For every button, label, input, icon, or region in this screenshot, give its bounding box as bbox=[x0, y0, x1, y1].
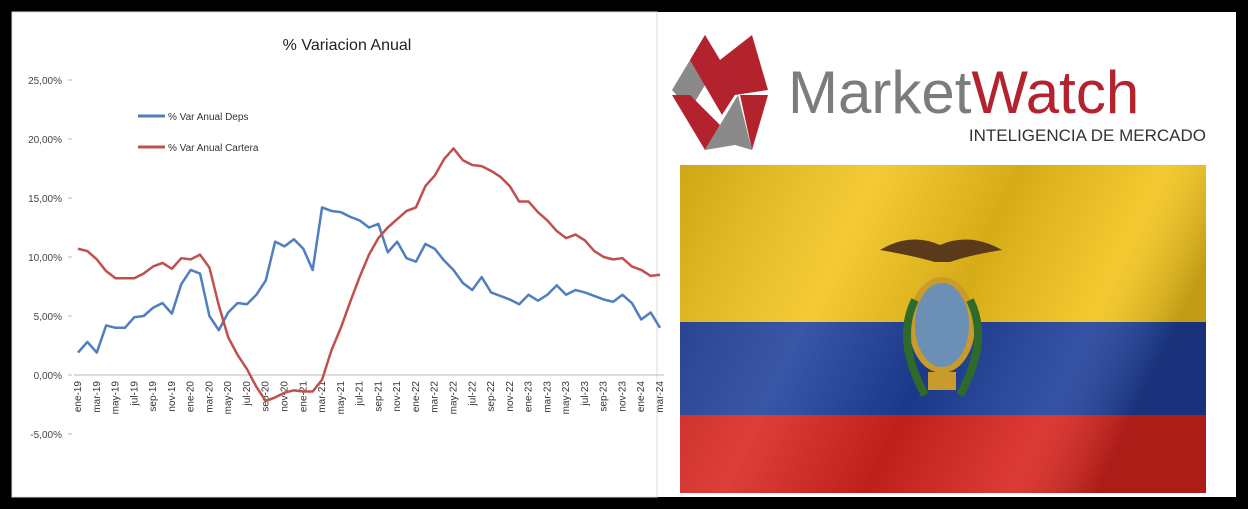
chart-title: % Variacion Anual bbox=[283, 37, 412, 54]
x-tick-label: mar-19 bbox=[92, 381, 103, 413]
y-tick-label: 15,00% bbox=[28, 194, 62, 205]
logo-name-red: Watch bbox=[971, 59, 1139, 126]
x-tick-label: nov-19 bbox=[167, 381, 178, 412]
x-tick-label: jul-20 bbox=[242, 381, 253, 407]
y-tick-label: 0,00% bbox=[34, 371, 62, 382]
x-tick-label: mar-20 bbox=[204, 381, 215, 413]
y-tick-label: 20,00% bbox=[28, 135, 62, 146]
x-tick-label: may-23 bbox=[561, 381, 572, 415]
x-tick-label: ene-21 bbox=[298, 381, 309, 413]
x-tick-label: sep-21 bbox=[373, 381, 384, 412]
logo-shape bbox=[740, 95, 768, 150]
coat-branches bbox=[903, 298, 982, 397]
x-tick-label: jul-23 bbox=[580, 381, 591, 407]
series-line bbox=[77, 147, 661, 403]
x-tick-label: sep-23 bbox=[599, 381, 610, 412]
x-tick-label: ene-19 bbox=[73, 381, 84, 413]
y-tick-label: -5,00% bbox=[30, 430, 62, 441]
logo-shape bbox=[720, 35, 768, 95]
legend-label: % Var Anual Deps bbox=[168, 112, 248, 123]
logo-shape bbox=[672, 95, 720, 150]
x-tick-label: ene-20 bbox=[186, 381, 197, 413]
y-tick-label: 10,00% bbox=[28, 253, 62, 264]
series-line bbox=[77, 206, 662, 354]
x-tick-label: may-19 bbox=[111, 381, 122, 415]
x-tick-label: ene-23 bbox=[524, 381, 535, 413]
x-tick-label: ene-24 bbox=[636, 381, 647, 413]
x-tick-label: may-22 bbox=[448, 381, 459, 415]
x-tick-label: sep-22 bbox=[486, 381, 497, 412]
x-tick-label: nov-20 bbox=[280, 381, 291, 412]
logo-shape bbox=[690, 35, 738, 115]
x-tick-label: mar-23 bbox=[542, 381, 553, 413]
x-tick-label: may-20 bbox=[223, 381, 234, 415]
x-tick-label: sep-20 bbox=[261, 381, 272, 412]
x-tick-label: may-21 bbox=[336, 381, 347, 415]
x-tick-label: mar-24 bbox=[655, 381, 666, 413]
legend-label: % Var Anual Cartera bbox=[168, 143, 259, 154]
logo-shape bbox=[705, 95, 752, 150]
chart: % Variacion Anual -5,00% 0,00% 5,00% 10,00%… bbox=[28, 37, 666, 441]
x-tick-label: jul-19 bbox=[129, 381, 140, 407]
logo-tagline: INTELIGENCIA DE MERCADO bbox=[969, 126, 1206, 145]
x-tick-label: nov-23 bbox=[617, 381, 628, 412]
x-tick-label: mar-21 bbox=[317, 381, 328, 413]
x-tick-label: jul-22 bbox=[467, 381, 478, 407]
x-tick-label: nov-22 bbox=[505, 381, 516, 412]
logo-name: MarketWatch bbox=[788, 59, 1139, 126]
logo: MarketWatch INTELIGENCIA DE MERCADO bbox=[672, 35, 1206, 150]
x-tick-label: jul-21 bbox=[355, 381, 366, 407]
coat-of-arms bbox=[909, 277, 975, 373]
flag bbox=[680, 165, 1206, 493]
coat-fasces bbox=[928, 372, 956, 390]
y-tick-label: 5,00% bbox=[34, 312, 62, 323]
condor bbox=[880, 239, 1002, 262]
x-tick-label: sep-19 bbox=[148, 381, 159, 412]
logo-name-gray: Market bbox=[788, 59, 972, 126]
x-tick-label: ene-22 bbox=[411, 381, 422, 413]
x-tick-label: mar-22 bbox=[430, 381, 441, 413]
y-tick-label: 25,00% bbox=[28, 76, 62, 87]
chart-panel bbox=[11, 11, 658, 498]
x-tick-label: nov-21 bbox=[392, 381, 403, 412]
